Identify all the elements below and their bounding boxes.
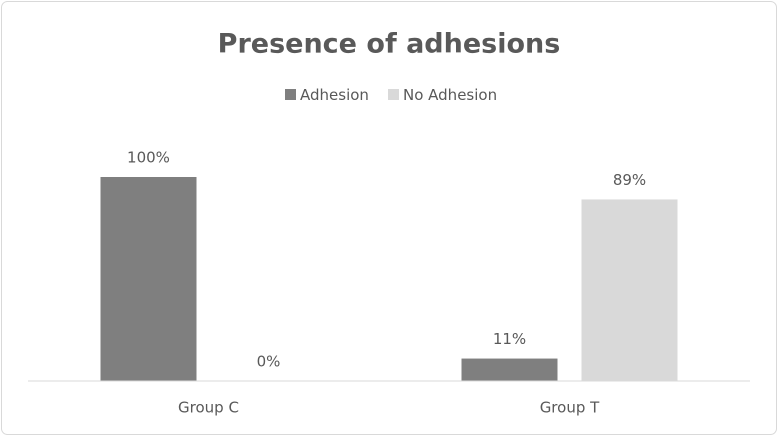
bar [461, 358, 558, 381]
data-label: 0% [257, 353, 281, 371]
data-label: 11% [493, 330, 526, 348]
x-tick-label: Group T [540, 399, 600, 417]
x-tick-label: Group C [178, 399, 239, 417]
legend-label: Adhesion [300, 86, 369, 104]
legend-label: No Adhesion [403, 86, 497, 104]
chart-title: Presence of adhesions [218, 29, 561, 60]
legend-swatch [388, 89, 399, 100]
data-label: 100% [127, 149, 170, 167]
bar [581, 199, 678, 381]
bar [100, 177, 197, 381]
data-label: 89% [613, 171, 646, 189]
legend-swatch [285, 89, 296, 100]
